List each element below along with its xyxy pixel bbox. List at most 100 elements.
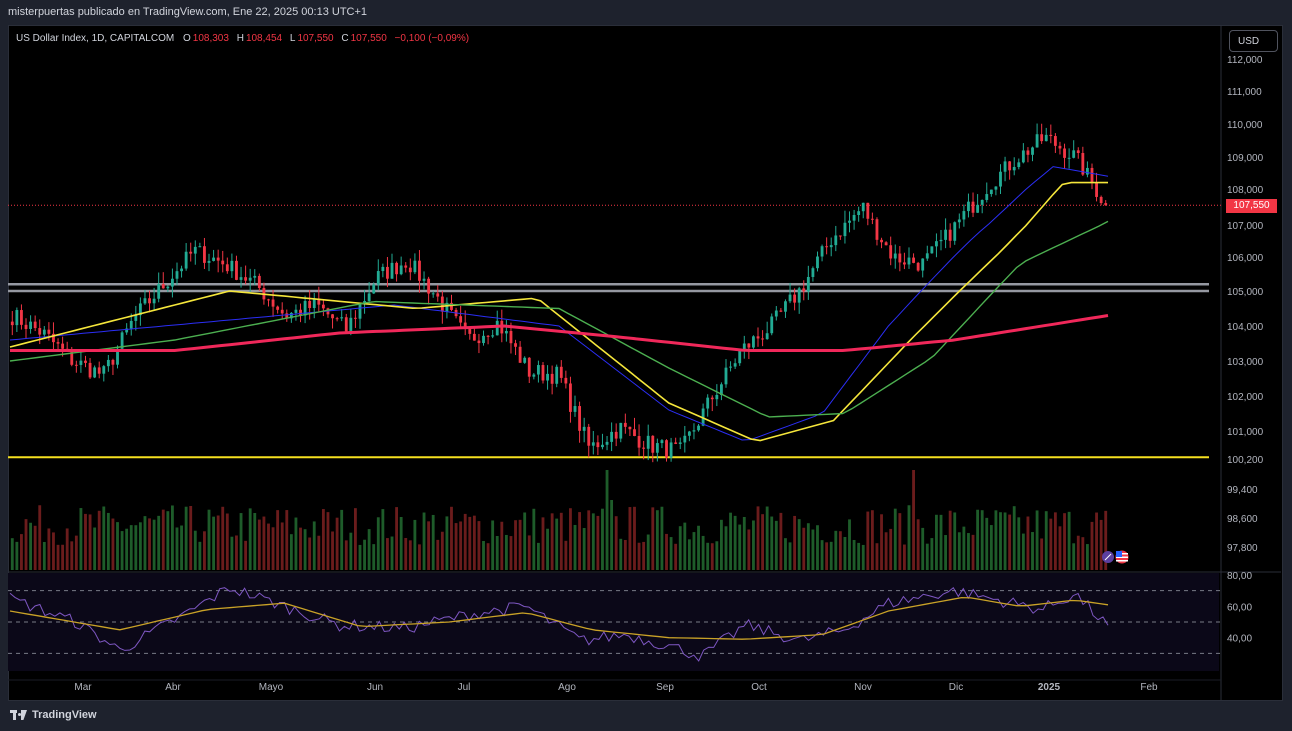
volume-bar (514, 520, 517, 570)
candle-body (70, 349, 74, 365)
candle-body (129, 320, 133, 329)
candle-body (1044, 134, 1048, 142)
volume-bar (601, 508, 604, 570)
time-tick-label: Jul (458, 682, 471, 693)
volume-bar (198, 541, 202, 570)
volume-bar (331, 531, 334, 570)
time-tick-label: Dic (949, 682, 963, 693)
volume-bar (555, 518, 559, 570)
volume-bar (129, 525, 133, 570)
candle-body (944, 229, 948, 240)
us-flag-icon[interactable] (1102, 550, 1130, 564)
volume-bar (235, 535, 238, 570)
time-tick-label: Nov (854, 682, 872, 693)
volume-bar (614, 516, 618, 570)
volume-bar (440, 531, 444, 570)
volume-bar (944, 535, 948, 570)
volume-bar (299, 527, 302, 570)
volume-bar (523, 512, 527, 570)
volume-bar (459, 521, 463, 570)
volume-bar (793, 515, 797, 570)
candle-body (216, 257, 220, 261)
volume-bar (1049, 518, 1053, 570)
candle-body (797, 288, 801, 303)
volume-bar (79, 508, 83, 570)
volume-bar (207, 509, 211, 570)
volume-bar (500, 521, 504, 570)
candle-body (477, 340, 481, 344)
candle-body (285, 313, 289, 319)
volume-bar (861, 544, 865, 570)
ma-line-ema_long (10, 314, 1109, 352)
volume-bar (170, 505, 174, 570)
volume-bar (715, 541, 719, 570)
candle-body (1035, 134, 1039, 148)
candle-body (335, 318, 339, 320)
volume-bar (289, 534, 293, 570)
candle-body (687, 431, 691, 436)
low-label: L (289, 33, 296, 44)
candle-body (74, 364, 78, 366)
tradingview-brand[interactable]: TradingView (10, 709, 97, 721)
candle-body (1058, 145, 1062, 149)
candle-body (637, 436, 641, 448)
candle-body (564, 377, 568, 384)
volume-bar (1031, 532, 1034, 570)
candle-body (701, 408, 705, 426)
volume-bar (976, 509, 980, 570)
rsi-ma-line (9, 596, 1109, 640)
candle-body (88, 362, 92, 378)
open-label: O (182, 33, 191, 44)
candle-body (106, 359, 110, 367)
candle-body (257, 275, 261, 289)
volume-bar (596, 515, 600, 570)
candle-body (912, 257, 915, 263)
volume-bar (61, 544, 65, 570)
currency-button[interactable]: USD (1229, 30, 1278, 52)
candle-body (527, 357, 531, 377)
price-tick-label: 99,400 (1227, 485, 1258, 496)
volume-bar (47, 528, 51, 570)
volume-bar (669, 537, 673, 570)
volume-bar (756, 506, 760, 570)
candle-body (120, 332, 124, 349)
candle-body (980, 199, 984, 205)
volume-bar (806, 523, 810, 570)
time-tick-label: Feb (1140, 682, 1158, 693)
volume-bar (413, 519, 417, 570)
volume-bar (999, 512, 1002, 570)
time-tick-label: Mayo (259, 682, 284, 693)
volume-bar (88, 514, 92, 570)
candle-body (404, 265, 408, 268)
price-chart[interactable]: 112,000 111,000 110,000 109,000 108,000 107,0… (8, 25, 1283, 701)
candle-body (729, 366, 732, 368)
candle-body (93, 367, 97, 378)
candle-body (386, 266, 389, 279)
volume-bar (692, 532, 696, 570)
volume-bar (967, 533, 970, 570)
candle-body (61, 343, 65, 349)
volume-bar (550, 513, 554, 570)
candle-body (445, 302, 449, 312)
volume-bar (326, 512, 330, 570)
candle-body (523, 357, 527, 363)
candle-body (678, 442, 682, 444)
volume-bar (180, 525, 183, 570)
volume-bar (642, 541, 646, 570)
volume-bar (788, 542, 792, 570)
candle-body (1090, 167, 1094, 183)
candle-body (546, 373, 549, 381)
candle-body (550, 373, 554, 384)
volume-bar (340, 509, 344, 570)
volume-bar (504, 534, 508, 570)
volume-bar (463, 513, 467, 570)
volume-bar (605, 470, 609, 570)
volume-bar (1063, 513, 1066, 570)
volume-bar (1090, 521, 1094, 570)
price-tick-label: 112,000 (1227, 55, 1263, 66)
candle-body (504, 330, 508, 334)
close-value: 107,550 (350, 33, 387, 44)
candle-body (962, 211, 966, 220)
volume-bar (857, 542, 861, 570)
candle-body (843, 222, 847, 237)
